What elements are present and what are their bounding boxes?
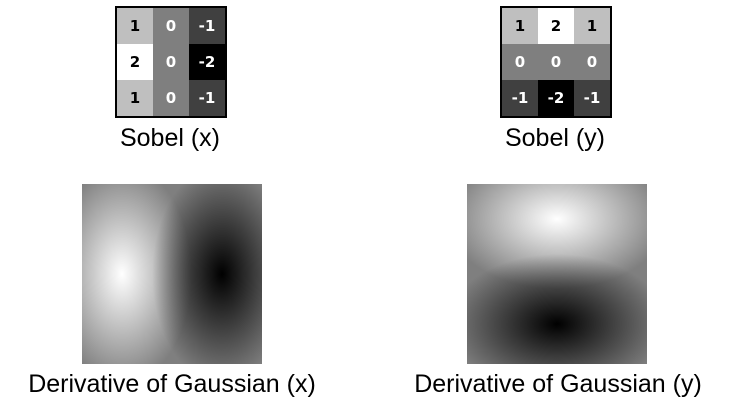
sobel-x-cell-r2c2: 0 [153, 44, 189, 80]
sobel-x-cell-r1c1: 1 [117, 8, 153, 44]
dog-x-negative-lobe [82, 184, 262, 364]
sobel-x-cell-r1c3: -1 [189, 8, 225, 44]
dog-y-negative-lobe [467, 184, 647, 364]
sobel-x-cell-r2c3: -2 [189, 44, 225, 80]
dog-y-caption: Derivative of Gaussian (y) [414, 370, 702, 398]
sobel-x-cell-r3c3: -1 [189, 80, 225, 116]
sobel-y-cell-r2c3: 0 [574, 44, 610, 80]
sobel-y-cell-r2c2: 0 [538, 44, 574, 80]
sobel-y-caption: Sobel (y) [504, 124, 606, 152]
sobel-x-caption: Sobel (x) [119, 124, 221, 152]
derivative-of-gaussian-x-image [82, 184, 262, 364]
sobel-y-cell-r3c3: -1 [574, 80, 610, 116]
sobel-x-cell-r2c1: 2 [117, 44, 153, 80]
sobel-x-cell-r3c2: 0 [153, 80, 189, 116]
sobel-x-cell-r1c2: 0 [153, 8, 189, 44]
sobel-y-cell-r1c3: 1 [574, 8, 610, 44]
sobel-x-kernel: 1 0 -1 2 0 -2 1 0 -1 [115, 6, 227, 118]
sobel-y-cell-r3c1: -1 [502, 80, 538, 116]
sobel-y-cell-r3c2: -2 [538, 80, 574, 116]
sobel-y-kernel: 1 2 1 0 0 0 -1 -2 -1 [500, 6, 612, 118]
dog-x-caption: Derivative of Gaussian (x) [28, 370, 316, 398]
sobel-y-cell-r1c2: 2 [538, 8, 574, 44]
sobel-y-cell-r2c1: 0 [502, 44, 538, 80]
sobel-y-cell-r1c1: 1 [502, 8, 538, 44]
derivative-of-gaussian-y-image [467, 184, 647, 364]
sobel-x-cell-r3c1: 1 [117, 80, 153, 116]
